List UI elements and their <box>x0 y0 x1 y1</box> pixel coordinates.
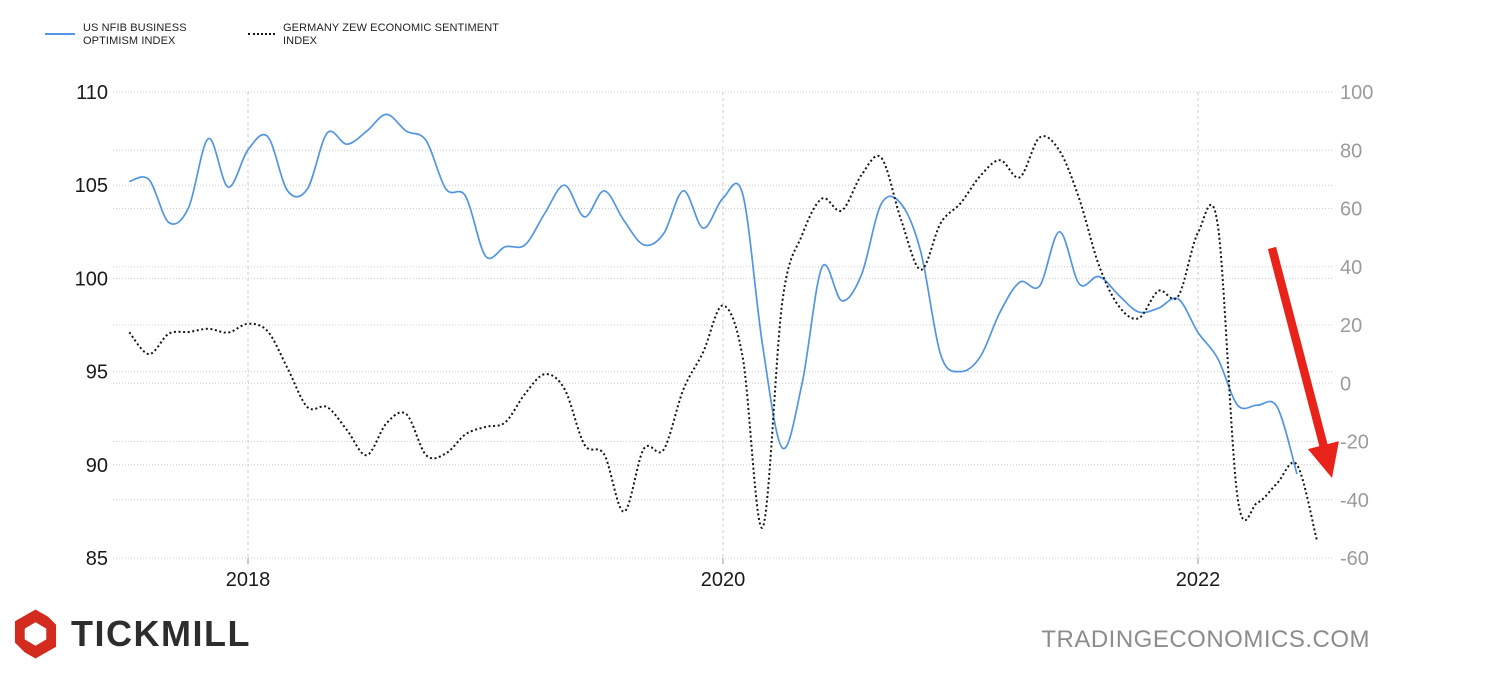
series-zew-line[interactable] <box>128 135 1318 541</box>
y-axis-label-right: 60 <box>1340 199 1362 221</box>
tickmill-logo[interactable]: TICKMILL <box>12 608 251 660</box>
y-axis-label-left: 105 <box>75 175 108 197</box>
series-nfib-line[interactable] <box>129 113 1298 475</box>
legend-item-zew[interactable]: GERMANY ZEW ECONOMIC SENTIMENT INDEX <box>248 22 499 47</box>
trend-arrow <box>1267 246 1339 478</box>
y-axis-label-right: 40 <box>1340 257 1362 279</box>
legend-item-nfib[interactable]: US NFIB BUSINESS OPTIMISM INDEX <box>45 22 233 47</box>
legend: US NFIB BUSINESS OPTIMISM INDEX GERMANY … <box>45 22 499 47</box>
y-axis-label-left: 85 <box>86 548 108 570</box>
legend-label-zew: GERMANY ZEW ECONOMIC SENTIMENT INDEX <box>283 22 499 47</box>
y-axis-label-right: 80 <box>1340 140 1362 162</box>
tickmill-hexagon-icon <box>12 608 59 660</box>
y-axis-label-right: 0 <box>1340 373 1351 395</box>
y-axis-label-right: -20 <box>1340 432 1369 454</box>
y-axis-label-right: -60 <box>1340 548 1369 570</box>
y-axis-label-left: 110 <box>76 82 108 104</box>
nfib-solid-line-sample-icon <box>45 33 75 35</box>
gridlines <box>113 91 1332 564</box>
zew-dotted-line-sample-icon <box>248 33 275 35</box>
y-axis-label-left: 95 <box>86 362 108 384</box>
x-axis-label: 2022 <box>1176 569 1221 591</box>
y-axis-label-left: 90 <box>86 455 108 477</box>
axis-labels: 110 105 100 95 90 85 100 80 60 40 20 0 -20 -40 -60 2018… <box>75 82 1374 591</box>
y-axis-label-right: -40 <box>1340 490 1369 512</box>
y-axis-label-right: 20 <box>1340 315 1362 337</box>
x-axis-label: 2018 <box>226 569 271 591</box>
y-axis-label-left: 100 <box>75 268 108 290</box>
y-axis-label-right: 100 <box>1340 82 1373 104</box>
tickmill-wordmark: TICKMILL <box>71 613 251 654</box>
legend-label-nfib: US NFIB BUSINESS OPTIMISM INDEX <box>83 22 187 47</box>
x-axis-label: 2020 <box>701 569 746 591</box>
source-watermark[interactable]: TRADINGECONOMICS.COM <box>1041 626 1370 653</box>
